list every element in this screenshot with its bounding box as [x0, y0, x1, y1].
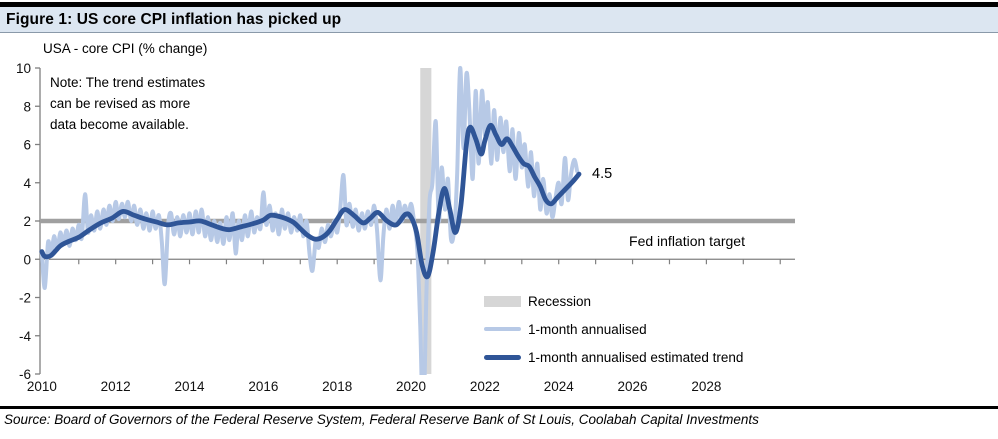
bottom-rule: [0, 406, 998, 409]
fed-inflation-target-label: Fed inflation target: [629, 233, 745, 249]
y-tick-label: -2: [19, 291, 31, 306]
y-tick-label: -6: [19, 367, 31, 382]
figure-title: Figure 1: US core CPI inflation has pick…: [6, 10, 342, 28]
series-line-1-month-annualised-estimated-trend: [39, 122, 582, 280]
legend-item-trend: 1-month annualised estimated trend: [484, 343, 743, 371]
x-tick-label: 2012: [101, 379, 131, 394]
legend-label: 1-month annualised estimated trend: [528, 349, 744, 365]
x-tick-label: 2028: [691, 379, 721, 394]
legend-item-1-month-annualised: 1-month annualised: [484, 315, 743, 343]
y-tick-label: 8: [23, 99, 31, 114]
x-tick-label: 2026: [618, 379, 648, 394]
chart-legend: Recession 1-month annualised 1-month ann…: [484, 287, 743, 371]
recession-swatch-icon: [484, 295, 521, 307]
top-rule: [0, 2, 998, 7]
x-tick-label: 2014: [174, 379, 205, 394]
x-tick-label: 2016: [248, 379, 278, 394]
y-tick-label: 10: [16, 61, 31, 76]
y-tick-label: -4: [19, 329, 31, 344]
x-tick-label: 2022: [470, 379, 500, 394]
x-tick-label: 2024: [544, 379, 575, 394]
figure-title-bar: Figure 1: US core CPI inflation has pick…: [0, 7, 998, 33]
legend-item-recession: Recession: [484, 287, 743, 315]
legend-label: 1-month annualised: [528, 321, 647, 337]
y-tick-label: 0: [23, 252, 31, 267]
y-tick-label: 6: [23, 138, 31, 153]
legend-label: Recession: [528, 293, 592, 309]
chart-subtitle: USA - core CPI (% change): [43, 41, 208, 56]
dark-line-swatch-icon: [484, 354, 521, 360]
x-tick-label: 2010: [27, 379, 57, 394]
light-line-swatch-icon: [484, 326, 521, 332]
y-tick-label: 2: [23, 214, 31, 229]
source-line: Source: Board of Governors of the Federa…: [4, 412, 759, 427]
x-tick-label: 2018: [322, 379, 352, 394]
y-tick-label: 4: [23, 176, 31, 191]
x-tick-label: 2020: [396, 379, 426, 394]
chart-note: Note: The trend estimates can be revised…: [50, 75, 206, 132]
trend-end-value-label: 4.5: [592, 166, 613, 182]
